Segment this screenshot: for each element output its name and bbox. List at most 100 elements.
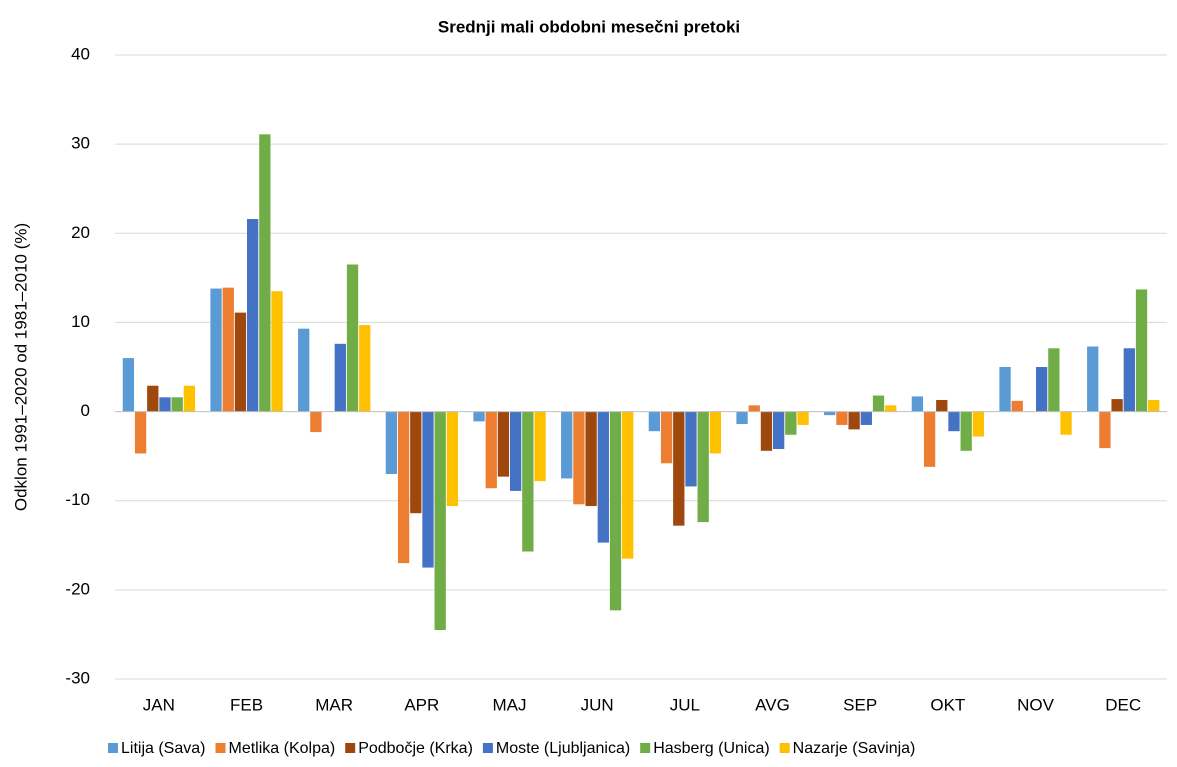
- chart-title: Srednji mali obdobni mesečni pretoki: [438, 17, 740, 36]
- bar: [247, 219, 259, 412]
- legend-swatch: [345, 743, 356, 753]
- x-tick-label: APR: [404, 695, 439, 714]
- legend-label: Nazarje (Savinja): [793, 740, 916, 757]
- bar: [836, 411, 848, 425]
- bar: [736, 411, 748, 425]
- legend-swatch: [640, 743, 651, 753]
- bar: [234, 312, 247, 412]
- bar: [972, 411, 985, 437]
- bar: [573, 411, 585, 505]
- bar: [359, 325, 371, 412]
- bar: [1048, 348, 1060, 412]
- bar: [522, 411, 534, 552]
- bar: [510, 411, 522, 491]
- bar: [785, 411, 797, 435]
- x-tick-label: JUN: [581, 695, 614, 714]
- bar: [609, 411, 622, 611]
- x-tick-label: JAN: [143, 695, 175, 714]
- bar: [410, 411, 422, 514]
- legend-label: Hasberg (Unica): [653, 740, 769, 757]
- legend-label: Metlika (Kolpa): [228, 740, 335, 757]
- bar: [210, 288, 222, 412]
- bar: [660, 411, 673, 464]
- bar: [271, 291, 283, 412]
- y-tick-label: -30: [65, 668, 90, 687]
- bar: [622, 411, 634, 559]
- bar: [848, 411, 860, 430]
- bar: [911, 396, 924, 412]
- x-tick-label: NOV: [1017, 695, 1055, 714]
- bar: [1036, 367, 1048, 412]
- bar: [422, 411, 434, 568]
- x-tick-label: FEB: [230, 695, 263, 714]
- bar: [434, 411, 446, 630]
- bar: [1123, 348, 1135, 412]
- bar: [948, 411, 960, 432]
- legend-label: Moste (Ljubljanica): [496, 740, 630, 757]
- bar: [497, 411, 510, 477]
- bar: [860, 411, 872, 425]
- bar: [673, 411, 685, 526]
- bar: [485, 411, 497, 489]
- bar: [872, 395, 885, 412]
- legend-swatch: [108, 743, 118, 753]
- bar: [122, 358, 135, 412]
- legend-label: Litija (Sava): [121, 740, 205, 757]
- bar: [923, 411, 936, 467]
- bar: [760, 411, 773, 451]
- bar: [709, 411, 722, 454]
- y-tick-label: 0: [81, 401, 90, 420]
- x-tick-label: MAR: [315, 695, 353, 714]
- bar: [648, 411, 661, 432]
- bar: [1111, 399, 1123, 412]
- x-tick-label: MAJ: [493, 695, 527, 714]
- bar: [385, 411, 398, 474]
- legend-swatch: [215, 743, 226, 753]
- bar: [1099, 411, 1111, 449]
- y-tick-label: -10: [65, 490, 90, 509]
- legend-swatch: [482, 743, 493, 753]
- y-tick-label: -20: [65, 579, 90, 598]
- bar: [748, 405, 760, 412]
- bar: [597, 411, 609, 543]
- bar: [159, 397, 171, 412]
- legend-swatch: [779, 743, 790, 753]
- bar: [222, 287, 234, 412]
- bar: [259, 134, 271, 412]
- bar: [1011, 400, 1023, 412]
- bar: [1148, 399, 1160, 412]
- bar: [346, 264, 359, 412]
- y-tick-label: 40: [71, 44, 90, 63]
- x-tick-label: JUL: [670, 695, 700, 714]
- bar: [885, 405, 897, 412]
- bar: [446, 411, 459, 507]
- bar: [1060, 411, 1072, 435]
- bar: [960, 411, 972, 451]
- bar: [534, 411, 546, 482]
- x-tick-label: AVG: [755, 695, 790, 714]
- bar: [697, 411, 709, 523]
- bar: [171, 397, 183, 412]
- bar: [473, 411, 485, 422]
- y-tick-label: 30: [71, 134, 90, 153]
- x-tick-label: DEC: [1105, 695, 1141, 714]
- bar: [1135, 289, 1148, 412]
- bar: [183, 385, 196, 412]
- bar: [585, 411, 597, 507]
- bar: [310, 411, 322, 433]
- bar: [397, 411, 410, 564]
- legend-label: Podbočje (Krka): [358, 740, 473, 757]
- bar: [561, 411, 573, 479]
- bar: [334, 343, 346, 412]
- y-axis-label: Odklon 1991–2020 od 1981–2010 (%): [11, 223, 30, 511]
- bar: [824, 411, 836, 416]
- bar: [298, 328, 310, 412]
- bar: [134, 411, 147, 454]
- bar: [936, 399, 948, 412]
- bar: [797, 411, 809, 425]
- bar: [1087, 346, 1099, 412]
- bar: [999, 367, 1011, 412]
- bar: [685, 411, 697, 487]
- x-tick-label: OKT: [930, 695, 965, 714]
- bar: [147, 385, 159, 412]
